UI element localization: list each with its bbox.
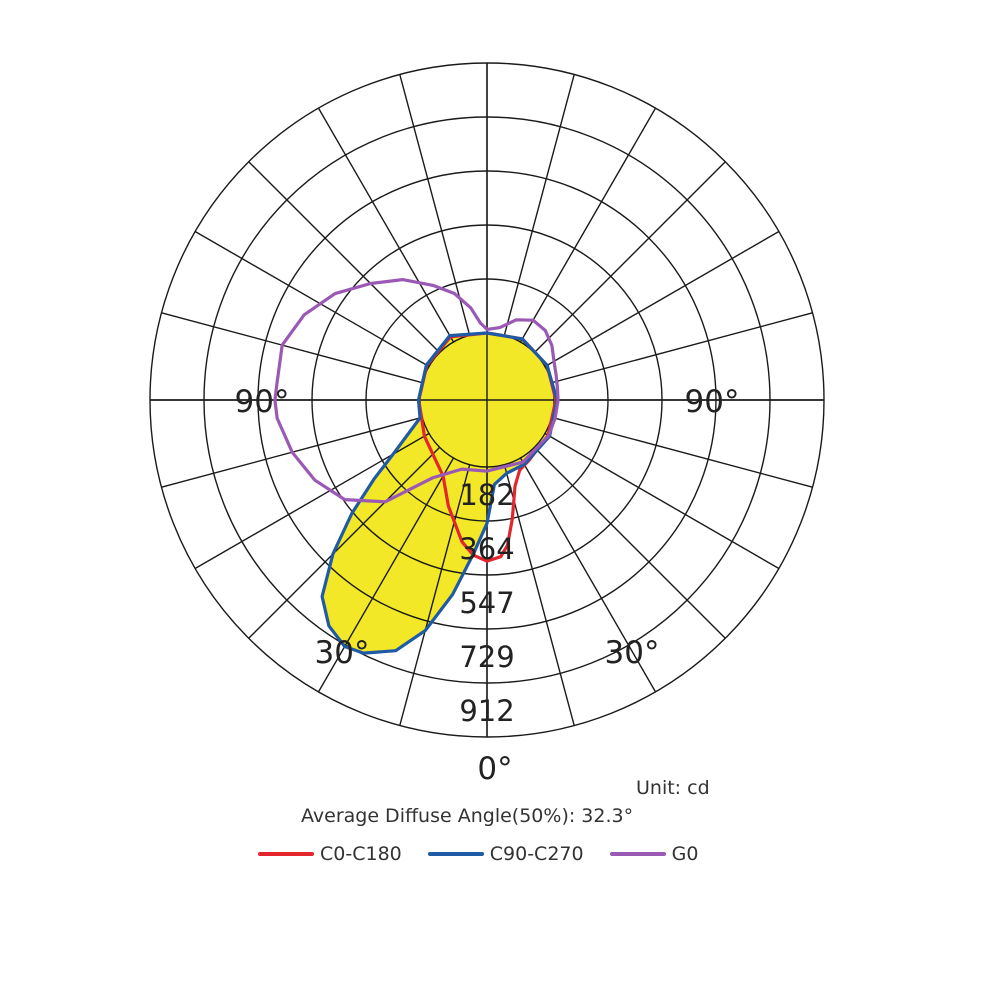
grid-spoke: [161, 312, 423, 384]
grid-spoke: [533, 446, 726, 639]
series-layer: [273, 278, 560, 655]
grid-spoke: [544, 230, 780, 368]
legend-swatch: [258, 852, 314, 856]
legend-swatch: [427, 852, 484, 856]
angle-label: 30°: [315, 635, 370, 671]
legend: C0-C180 C90-C270 G0: [258, 842, 724, 866]
fills-layer: [322, 333, 557, 654]
grid-spoke: [503, 464, 575, 726]
legend-label: C0-C180: [320, 843, 402, 865]
legend-item-c90-c270: C90-C270: [427, 843, 584, 865]
angle-label: 90°: [685, 384, 740, 420]
legend-label: C90-C270: [489, 843, 584, 865]
angle-label: 90°: [235, 384, 290, 420]
grid-spoke: [317, 457, 455, 693]
polar-grid: [149, 62, 825, 738]
grid-spoke: [399, 74, 471, 336]
grid-spoke: [194, 230, 430, 368]
radial-tick-label: 912: [459, 694, 514, 728]
legend-label: G0: [671, 843, 699, 865]
series-line-g0: [273, 278, 560, 504]
radial-tick-label: 182: [459, 478, 514, 512]
grid-spoke: [519, 457, 657, 693]
unit-label: Unit: cd: [636, 777, 710, 799]
grid-spoke: [519, 107, 657, 343]
grid-spoke: [551, 312, 813, 384]
grid-spoke: [399, 464, 471, 726]
grid-spoke: [503, 74, 575, 336]
grid-spoke: [551, 416, 813, 488]
series-fill-c90-c270: [322, 333, 557, 654]
legend-swatch: [609, 852, 666, 856]
legend-item-g0: G0: [609, 843, 699, 865]
labels-layer: 182 364 547 729 912 90° 90° 30° 30° 0°: [235, 384, 740, 787]
grid-spoke: [533, 161, 726, 354]
angle-label: 30°: [605, 635, 660, 671]
grid-spoke: [248, 161, 441, 354]
radial-tick-label: 547: [459, 586, 514, 620]
grid-spoke: [248, 446, 441, 639]
radial-tick-label: 729: [459, 640, 514, 674]
legend-item-c0-c180: C0-C180: [258, 843, 402, 865]
radial-tick-label: 364: [459, 532, 514, 566]
diffuse-angle-label: Average Diffuse Angle(50%): 32.3°: [301, 805, 634, 827]
grid-spoke: [317, 107, 455, 343]
grid-spoke: [544, 432, 780, 570]
angle-label: 0°: [477, 751, 512, 787]
